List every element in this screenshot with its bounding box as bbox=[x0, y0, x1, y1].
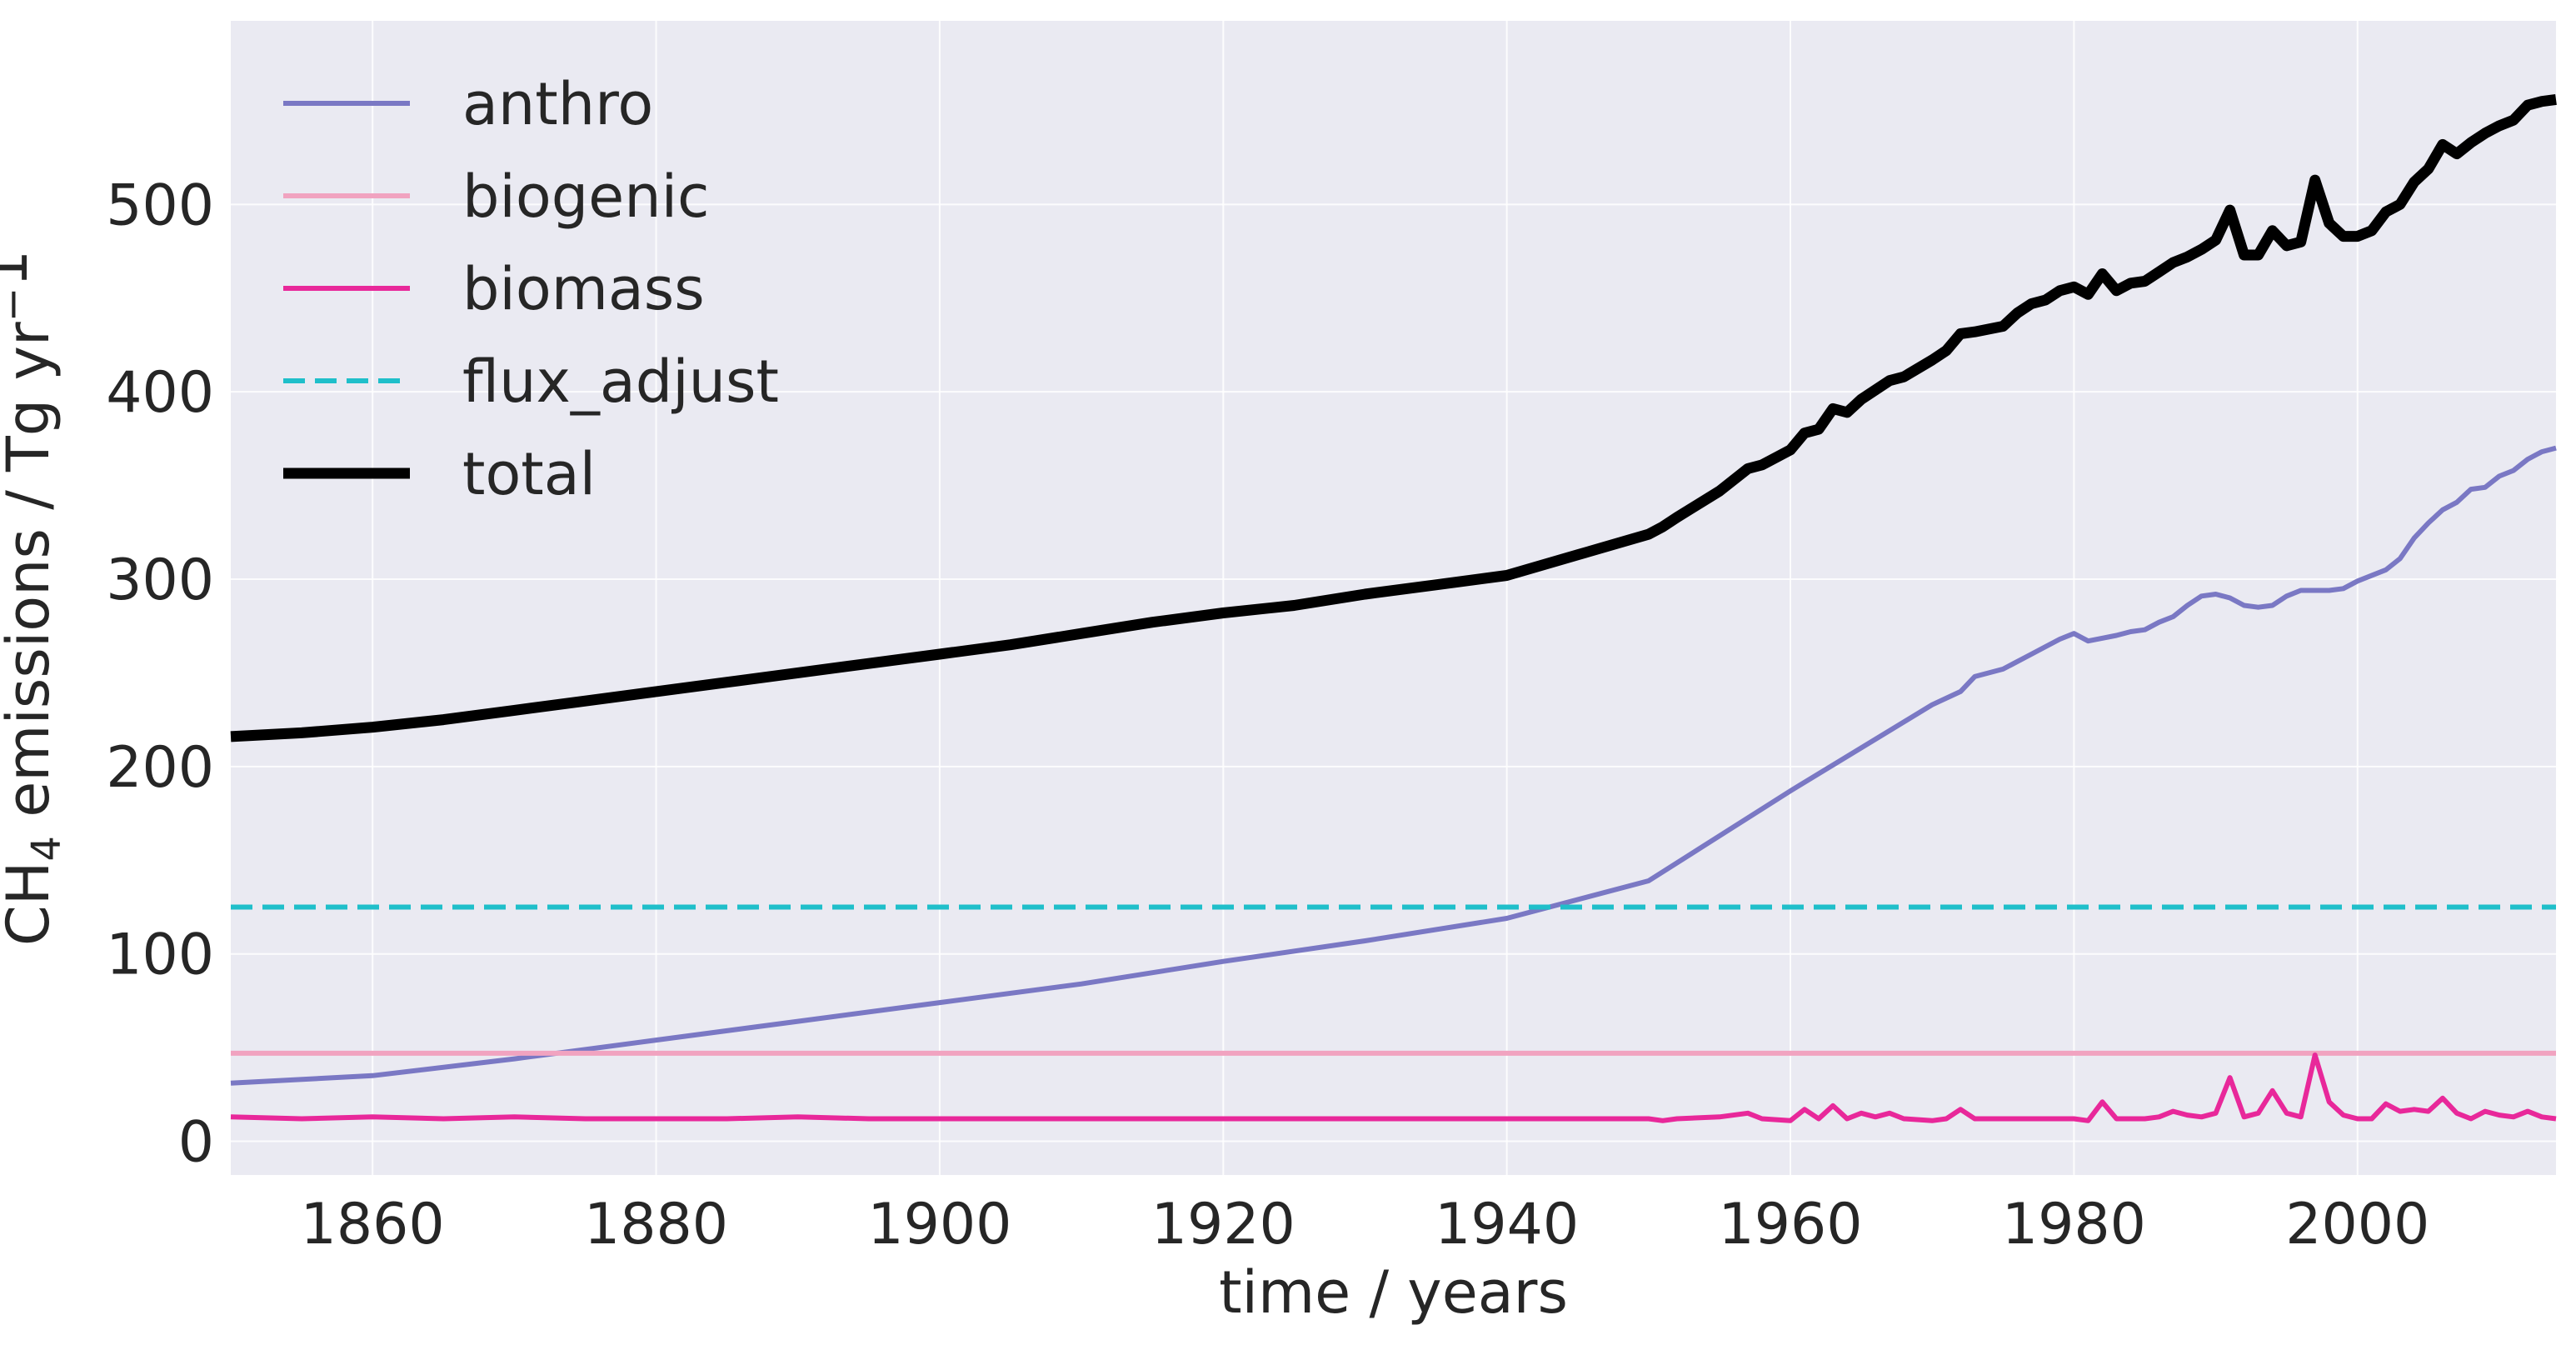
y-tick-label: 300 bbox=[106, 548, 214, 613]
y-tick-label: 100 bbox=[106, 922, 214, 988]
y-tick-label: 400 bbox=[106, 360, 214, 426]
x-tick-label: 1880 bbox=[584, 1192, 728, 1258]
x-tick-label: 2000 bbox=[2285, 1192, 2429, 1258]
series-line-biomass bbox=[230, 1052, 2557, 1123]
legend-label-biogenic: biogenic bbox=[462, 162, 710, 231]
y-tick-label: 0 bbox=[178, 1110, 214, 1176]
x-tick-label: 1860 bbox=[301, 1192, 445, 1258]
y-tick-label: 500 bbox=[106, 172, 214, 238]
y-axis-label: CH4 emissions / Tg yr−1 bbox=[0, 250, 70, 946]
legend-label-biomass: biomass bbox=[462, 255, 705, 323]
y-axis-label-main: CH bbox=[0, 862, 62, 947]
y-axis-ticks: 0 100 200 300 400 500 bbox=[106, 172, 214, 1175]
legend-label-flux-adjust: flux_adjust bbox=[462, 348, 779, 416]
y-tick-label: 200 bbox=[106, 735, 214, 801]
grid bbox=[231, 21, 2556, 1175]
x-tick-label: 1980 bbox=[2002, 1192, 2146, 1258]
y-axis-label-end: 1 bbox=[0, 250, 41, 288]
y-axis-label-superscript: − bbox=[0, 287, 37, 322]
series-line-total bbox=[230, 93, 2557, 742]
x-tick-label: 1920 bbox=[1151, 1192, 1295, 1258]
y-axis-label-rest: emissions / Tg yr bbox=[0, 322, 62, 836]
x-axis-ticks: 1860 1880 1900 1920 1940 1960 1980 2000 bbox=[301, 1192, 2430, 1258]
x-tick-label: 1900 bbox=[867, 1192, 1011, 1258]
x-tick-label: 1940 bbox=[1435, 1192, 1579, 1258]
plot-area bbox=[231, 21, 2556, 1175]
x-axis-label: time / years bbox=[1219, 1258, 1568, 1327]
legend-label-total: total bbox=[462, 440, 596, 508]
y-axis-label-subscript: 4 bbox=[23, 836, 70, 862]
legend-label-anthro: anthro bbox=[462, 70, 653, 138]
series-line-anthro bbox=[230, 445, 2557, 1086]
x-tick-label: 1960 bbox=[1718, 1192, 1862, 1258]
series-layer bbox=[230, 93, 2557, 1123]
